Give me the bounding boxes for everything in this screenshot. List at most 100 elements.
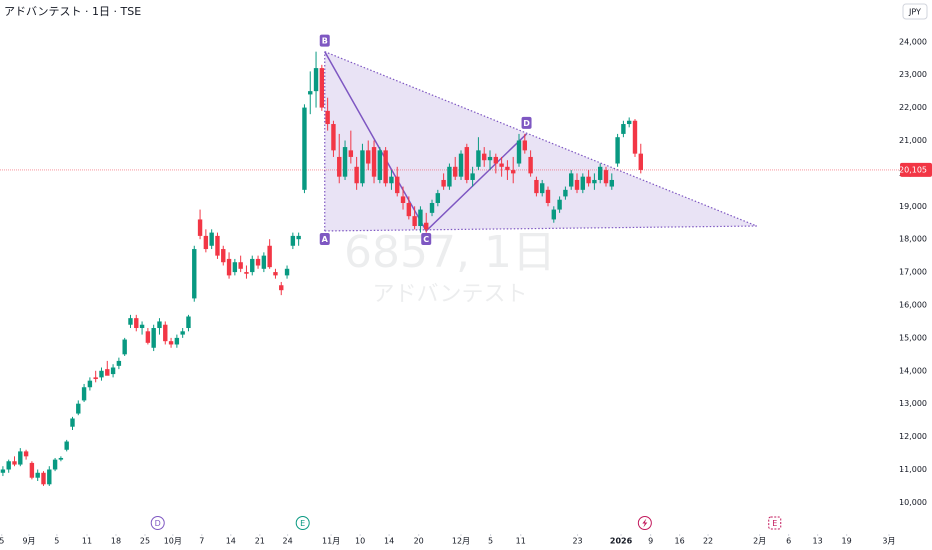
x-tick-label: 2月 (753, 537, 766, 546)
candle-body (354, 166, 359, 184)
candle-body (180, 331, 185, 335)
candle-body (168, 341, 174, 345)
event-icon (642, 518, 648, 528)
candle-body (580, 176, 585, 190)
watermark-symbol: 6857, 1日 (344, 227, 556, 278)
candle-body (308, 91, 313, 95)
candle-body (18, 451, 23, 465)
candle-body (221, 249, 226, 263)
x-tick-label: 11 (82, 537, 92, 546)
x-tick-label: 12月 (452, 537, 470, 546)
candle-body (493, 156, 499, 164)
currency[interactable]: JPY (908, 8, 921, 17)
candle-body (215, 235, 220, 256)
candle-body (453, 166, 458, 177)
y-tick-label: 17,000 (899, 268, 927, 277)
candle-body (279, 285, 284, 291)
candle-body (418, 209, 423, 227)
x-tick-label: 23 (572, 537, 582, 546)
y-tick-label: 16,000 (899, 300, 927, 309)
candle-body (412, 216, 417, 227)
x-tick-label: 24 (283, 537, 293, 546)
candle-body (377, 150, 383, 180)
candle-body (273, 272, 278, 276)
candle-body (447, 166, 452, 187)
candle-body (6, 461, 11, 470)
x-tick-label: 11月 (322, 537, 340, 546)
x-tick-label: 3月 (882, 537, 895, 546)
candle-body (232, 262, 238, 273)
candle-body (522, 140, 528, 151)
candle-body (574, 179, 580, 190)
candle-body (638, 153, 643, 170)
candle-body (366, 150, 371, 164)
candle-body (632, 120, 638, 154)
candle-body (151, 328, 156, 348)
candle-body (534, 179, 539, 194)
candle-body (128, 318, 133, 325)
candle-body (371, 147, 377, 177)
pattern-label-box (319, 34, 330, 47)
candle-body (586, 176, 591, 184)
event-label: E (300, 519, 305, 528)
candle-body (52, 459, 58, 470)
candle-body (250, 258, 255, 273)
x-tick-label: 19 (842, 537, 852, 546)
candle-body (244, 272, 249, 274)
candle-body (441, 179, 446, 187)
candle-body (139, 324, 145, 329)
y-tick-label: 21,000 (899, 136, 927, 145)
candle-body (261, 255, 267, 269)
x-tick-label: 10月 (164, 537, 182, 546)
candle-body (12, 461, 17, 465)
y-tick-label: 11,000 (899, 465, 927, 474)
last-price-label: 20,105 (899, 165, 927, 174)
y-tick-label: 13,000 (899, 399, 927, 408)
x-tick-label: 22 (703, 537, 713, 546)
event-marker (768, 516, 782, 530)
candle-body (81, 387, 87, 401)
x-tick-label: 13 (813, 537, 823, 546)
chart-title: アドバンテスト · 1日 · TSE (4, 5, 141, 18)
candle-body (203, 235, 209, 250)
x-tick-label: 20 (414, 537, 424, 546)
candle-body (545, 189, 551, 203)
candle-body (360, 150, 365, 184)
event-label: D (155, 519, 161, 528)
y-tick-label: 19,000 (899, 202, 927, 211)
pattern-label: B (322, 37, 328, 46)
x-tick-label: 9 (648, 537, 653, 546)
last-price-box (900, 162, 932, 177)
candle-body (568, 173, 574, 187)
candle-body (592, 179, 597, 184)
candle-body (255, 258, 261, 266)
candle-body (482, 153, 487, 161)
pattern-edge (324, 51, 757, 227)
candle-body (302, 107, 307, 190)
candle-body (70, 418, 75, 427)
currency-box[interactable] (902, 3, 928, 20)
candle-body (105, 369, 110, 376)
candle-body (116, 360, 122, 366)
y-tick-label: 18,000 (899, 235, 927, 244)
y-tick-label: 24,000 (899, 37, 927, 46)
candle-body (192, 249, 197, 299)
candle-body (238, 262, 243, 269)
candle-body (174, 337, 180, 345)
x-tick-label: 14 (226, 537, 236, 546)
candle-body (87, 380, 93, 388)
candle-body (93, 377, 98, 380)
x-tick-label: 2026 (610, 537, 633, 546)
pattern-label: A (322, 235, 329, 244)
candle-body (499, 163, 504, 167)
candle-body (406, 202, 412, 217)
candle-body (458, 153, 464, 177)
candle-body (429, 202, 435, 213)
candle-body (134, 318, 139, 329)
candle-body (325, 110, 330, 125)
candle-body (35, 472, 40, 478)
candle-body (76, 403, 81, 414)
candle-body (163, 324, 168, 342)
candle-body (58, 457, 64, 460)
